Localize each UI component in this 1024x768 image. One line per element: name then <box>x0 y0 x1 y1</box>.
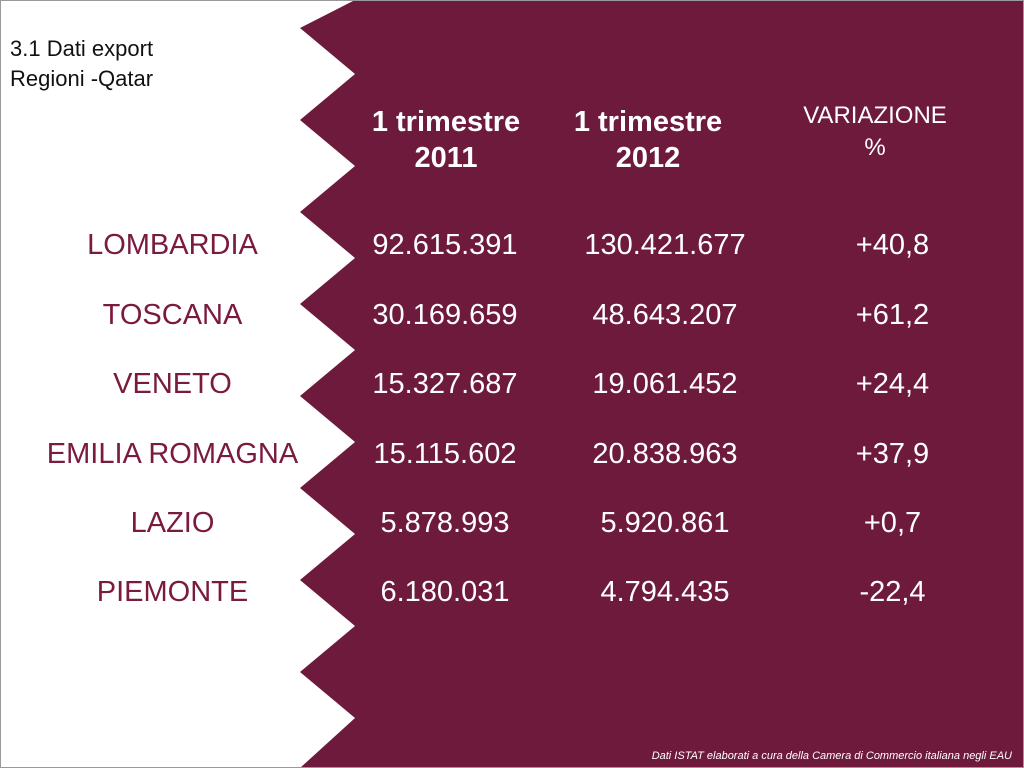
value-2012: 5.920.861 <box>600 507 730 539</box>
region-name: VENETO <box>113 368 232 400</box>
maroon-serrated-band <box>300 0 1024 768</box>
header-variation-line2: % <box>864 134 886 161</box>
table-row: LAZIO 5.878.993 5.920.861 +0,7 <box>0 503 1024 543</box>
region-name: PIEMONTE <box>96 576 249 608</box>
value-2012: 130.421.677 <box>584 229 746 261</box>
header-q1-2012-line2: 2012 <box>615 142 681 174</box>
value-2011: 5.878.993 <box>380 507 510 539</box>
header-q1-2012-line1: 1 trimestre <box>573 106 723 138</box>
value-2011: 30.169.659 <box>372 299 518 331</box>
variation-percent: +61,2 <box>855 299 930 331</box>
table-row: PIEMONTE 6.180.031 4.794.435 -22,4 <box>0 572 1024 612</box>
variation-percent: +0,7 <box>863 507 922 539</box>
value-2012: 4.794.435 <box>600 576 730 608</box>
value-2011: 15.115.602 <box>373 438 517 470</box>
header-q1-2011-line1: 1 trimestre <box>371 106 521 138</box>
region-name: EMILIA ROMAGNA <box>46 438 299 470</box>
table-row: LOMBARDIA 92.615.391 130.421.677 +40,8 <box>0 225 1024 265</box>
title-line-2: Regioni -Qatar <box>10 66 154 91</box>
variation-percent: +24,4 <box>855 368 930 400</box>
variation-percent: +37,9 <box>855 438 930 470</box>
value-2012: 48.643.207 <box>592 299 738 331</box>
variation-percent: -22,4 <box>859 576 926 608</box>
header-variation: VARIAZIONE % <box>770 100 980 164</box>
title-line-1: 3.1 Dati export <box>10 36 154 61</box>
header-q1-2012: 1 trimestre 2012 <box>556 104 740 176</box>
slide-title: 3.1 Dati export Regioni -Qatar <box>10 34 153 94</box>
source-note: Dati ISTAT elaborati a cura della Camera… <box>651 750 1012 762</box>
value-2011: 92.615.391 <box>372 229 518 261</box>
value-2011: 15.327.687 <box>372 368 518 400</box>
table-row: TOSCANA 30.169.659 48.643.207 +61,2 <box>0 295 1024 335</box>
value-2011: 6.180.031 <box>380 576 510 608</box>
header-q1-2011: 1 trimestre 2011 <box>356 104 536 176</box>
region-name: TOSCANA <box>102 299 243 331</box>
variation-percent: +40,8 <box>855 229 930 261</box>
value-2012: 20.838.963 <box>592 438 738 470</box>
region-name: LAZIO <box>130 507 215 539</box>
header-variation-line1: VARIAZIONE <box>803 102 947 129</box>
region-name: LOMBARDIA <box>87 229 258 261</box>
table-row: VENETO 15.327.687 19.061.452 +24,4 <box>0 364 1024 404</box>
header-q1-2011-line2: 2011 <box>414 142 478 174</box>
value-2012: 19.061.452 <box>592 368 738 400</box>
table-row: EMILIA ROMAGNA 15.115.602 20.838.963 +37… <box>0 434 1024 474</box>
